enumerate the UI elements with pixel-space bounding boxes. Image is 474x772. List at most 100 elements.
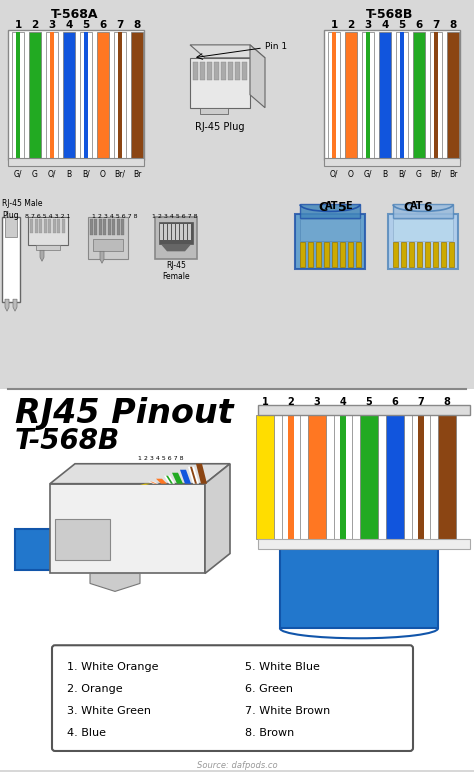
Polygon shape <box>13 300 17 311</box>
Bar <box>36 245 60 250</box>
Text: E: E <box>345 201 352 212</box>
Text: G/: G/ <box>364 170 372 178</box>
Text: RJ-45 Male
Plug: RJ-45 Male Plug <box>2 199 43 219</box>
Bar <box>155 218 197 259</box>
Polygon shape <box>196 464 207 484</box>
Bar <box>242 62 247 80</box>
Text: Source: dafpods.co: Source: dafpods.co <box>197 761 277 770</box>
Bar <box>447 32 459 157</box>
Bar <box>99 219 102 235</box>
Bar <box>80 32 92 157</box>
Text: 5: 5 <box>398 20 406 30</box>
Bar <box>348 242 353 267</box>
Bar <box>345 32 357 157</box>
Bar <box>332 242 337 267</box>
Text: AT: AT <box>325 201 338 212</box>
Text: B: B <box>66 170 72 178</box>
Bar <box>8 157 144 165</box>
Bar <box>396 32 408 157</box>
Bar <box>379 32 391 157</box>
Bar <box>339 415 346 539</box>
Bar <box>180 225 183 240</box>
Bar <box>88 218 128 259</box>
Text: B: B <box>383 170 388 178</box>
Text: 8: 8 <box>449 20 456 30</box>
Bar <box>258 405 470 415</box>
Bar <box>258 539 470 549</box>
Bar <box>0 0 474 389</box>
Text: O: O <box>100 170 106 178</box>
Text: 6. Green: 6. Green <box>245 684 293 694</box>
Polygon shape <box>164 476 175 484</box>
Bar <box>44 219 46 233</box>
Bar <box>62 219 64 233</box>
Bar <box>340 242 345 267</box>
Bar <box>300 219 360 242</box>
Text: 4. Blue: 4. Blue <box>67 728 106 738</box>
Bar <box>35 219 37 233</box>
Bar <box>221 62 226 80</box>
Text: 7. White Brown: 7. White Brown <box>245 706 330 716</box>
Text: RJ45 Pinout: RJ45 Pinout <box>15 397 234 430</box>
Bar <box>300 205 360 218</box>
Text: G: G <box>32 170 38 178</box>
Bar <box>282 415 300 539</box>
Text: 1. White Orange: 1. White Orange <box>67 662 158 672</box>
Bar <box>214 62 219 80</box>
Text: 1: 1 <box>14 20 22 30</box>
Text: C: C <box>403 201 412 215</box>
Polygon shape <box>50 464 230 484</box>
Bar <box>295 215 365 269</box>
Text: Br: Br <box>449 170 457 178</box>
Bar <box>228 62 233 80</box>
Bar <box>324 30 460 160</box>
Text: 6: 6 <box>415 20 423 30</box>
Polygon shape <box>166 476 173 484</box>
Bar <box>308 242 313 267</box>
Bar <box>308 415 326 539</box>
Text: 5. White Blue: 5. White Blue <box>245 662 320 672</box>
Bar <box>316 242 321 267</box>
Bar <box>55 519 110 560</box>
Text: 3: 3 <box>365 20 372 30</box>
Bar <box>413 32 425 157</box>
Bar <box>441 242 446 267</box>
Bar <box>401 242 406 267</box>
Bar <box>190 58 250 108</box>
Text: 5: 5 <box>365 397 373 407</box>
Bar <box>57 219 60 233</box>
Bar <box>48 219 51 233</box>
Bar <box>121 219 125 235</box>
Bar <box>412 415 430 539</box>
Text: G/: G/ <box>14 170 22 178</box>
Bar <box>200 108 228 113</box>
Text: C: C <box>318 201 327 215</box>
Text: 8: 8 <box>133 20 141 30</box>
Text: 1 2 3 4 5 6 7 8: 1 2 3 4 5 6 7 8 <box>92 215 138 219</box>
Bar <box>114 32 126 157</box>
Bar <box>172 225 175 240</box>
Bar <box>332 32 336 157</box>
Bar <box>63 32 75 157</box>
Bar <box>39 219 42 233</box>
Text: 2: 2 <box>347 20 355 30</box>
Bar <box>400 32 404 157</box>
Text: AT: AT <box>410 201 423 212</box>
Polygon shape <box>180 469 191 484</box>
Bar <box>112 219 116 235</box>
Bar <box>288 415 294 539</box>
Bar <box>388 215 458 269</box>
Polygon shape <box>90 574 140 591</box>
Text: O: O <box>348 170 354 178</box>
Bar <box>393 219 453 242</box>
Polygon shape <box>188 467 199 484</box>
Bar <box>94 219 98 235</box>
Bar <box>360 415 378 539</box>
Bar <box>29 32 41 157</box>
Bar <box>280 549 438 628</box>
Bar <box>362 32 374 157</box>
Text: 4: 4 <box>65 20 73 30</box>
Text: Br: Br <box>133 170 141 178</box>
Text: O/: O/ <box>330 170 338 178</box>
Bar <box>53 219 55 233</box>
